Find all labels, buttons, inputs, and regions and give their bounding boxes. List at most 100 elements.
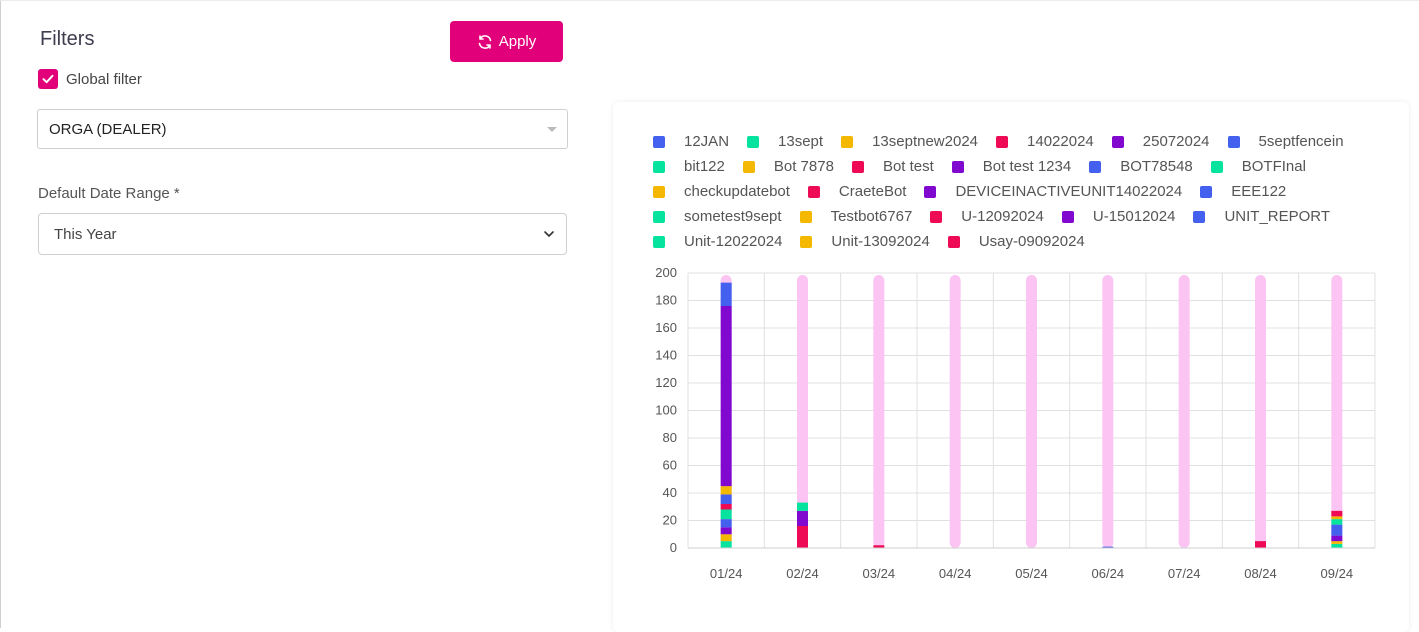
legend-swatch	[1193, 210, 1206, 223]
bar-segment[interactable]	[720, 519, 732, 528]
legend-item[interactable]: 14022024	[996, 131, 1094, 152]
bar-segment[interactable]	[1331, 516, 1343, 520]
global-filter-row[interactable]: Global filter	[38, 69, 142, 89]
legend-item[interactable]: 13septnew2024	[841, 131, 978, 152]
legend-swatch	[841, 135, 854, 148]
legend-swatch	[742, 160, 755, 173]
legend-item[interactable]: bit122	[653, 156, 725, 177]
legend-item[interactable]: Bot test	[851, 156, 934, 177]
date-range-label: Default Date Range *	[38, 185, 180, 202]
legend-label: 12JAN	[684, 133, 730, 150]
bar-segment[interactable]	[720, 494, 732, 504]
legend-item[interactable]: 25072024	[1111, 131, 1210, 152]
bar-background-track	[1331, 275, 1343, 548]
bar-segment[interactable]	[1331, 543, 1343, 548]
bar-segment[interactable]	[797, 510, 808, 526]
legend-label: EEE122	[1231, 183, 1287, 200]
legend-item[interactable]: 5septfencein	[1227, 131, 1344, 152]
bar-segment[interactable]	[720, 541, 732, 548]
y-tick-label: 160	[655, 320, 677, 335]
legend-swatch	[1227, 135, 1240, 148]
bar-segment[interactable]	[720, 527, 732, 535]
legend-swatch	[1200, 185, 1213, 198]
bar-segment[interactable]	[1331, 524, 1343, 536]
left-border	[0, 0, 1, 628]
y-tick-label: 0	[670, 540, 677, 555]
date-range-select[interactable]: This Year	[38, 213, 567, 255]
legend-item[interactable]: Usay-09092024	[947, 231, 1085, 252]
bar-segment[interactable]	[797, 526, 808, 548]
bar-segment[interactable]	[1102, 546, 1114, 548]
legend-swatch	[807, 185, 820, 198]
legend-item[interactable]: 12JAN	[653, 131, 729, 152]
bar-segment[interactable]	[1331, 519, 1343, 525]
apply-button[interactable]: Apply	[450, 21, 563, 62]
legend-label: 14022024	[1027, 133, 1094, 150]
legend-item[interactable]: Bot 7878	[742, 156, 834, 177]
chart-card: 12JAN 13sept 13septnew2024 14022024 25072024…	[613, 102, 1409, 632]
legend-swatch	[653, 235, 665, 248]
legend-label: Unit-13092024	[831, 233, 930, 250]
organization-select[interactable]: ORGA (DEALER)	[37, 109, 568, 149]
legend-label: Usay-09092024	[978, 233, 1085, 250]
legend-item[interactable]: sometest9sept	[653, 206, 782, 227]
y-tick-label: 100	[655, 403, 677, 418]
bar-background-track	[1102, 275, 1114, 548]
bar-segment[interactable]	[720, 486, 732, 495]
legend-item[interactable]: BOT78548	[1089, 156, 1193, 177]
filters-title: Filters	[40, 28, 95, 50]
legend-item[interactable]: U-12092024	[930, 206, 1044, 227]
x-tick-label: 06/24	[1092, 566, 1125, 581]
legend-item[interactable]: DEVICEINACTIVEUNIT14022024	[924, 181, 1182, 202]
legend-label: Bot test 1234	[982, 158, 1072, 175]
legend-label: UNIT_REPORT	[1224, 208, 1331, 225]
date-range-select-value: This Year	[54, 226, 117, 243]
bar-background-track	[873, 275, 885, 548]
legend-swatch	[930, 210, 943, 223]
bar-segment[interactable]	[1331, 535, 1343, 542]
legend-item[interactable]: checkupdatebot	[653, 181, 790, 202]
legend-item[interactable]: U-15012024	[1061, 206, 1175, 227]
y-tick-label: 20	[663, 513, 677, 528]
legend-item[interactable]: Unit-12022024	[653, 231, 782, 252]
bar-segment[interactable]	[720, 509, 732, 520]
bar-segment[interactable]	[720, 282, 732, 306]
legend-label: CraeteBot	[838, 183, 907, 200]
chevron-down-icon[interactable]	[542, 227, 556, 246]
legend-label: Unit-12022024	[684, 233, 783, 250]
legend-label: U-12092024	[961, 208, 1044, 225]
y-tick-label: 80	[663, 430, 677, 445]
y-tick-label: 40	[663, 485, 677, 500]
bar-background-track	[1026, 275, 1037, 548]
legend-item[interactable]: EEE122	[1200, 181, 1286, 202]
bar-segment[interactable]	[797, 502, 808, 511]
x-tick-label: 03/24	[863, 566, 896, 581]
legend-item[interactable]: UNIT_REPORT	[1193, 206, 1330, 227]
stacked-bar-chart: 0 20 40 60 80 100 120 140 160 180 200 01/24 02/24 03/…	[655, 265, 1376, 581]
legend-swatch	[924, 185, 937, 198]
bar-segment[interactable]	[720, 306, 732, 487]
x-tick-label: 08/24	[1244, 566, 1277, 581]
legend-swatch	[951, 160, 964, 173]
legend-item[interactable]: Unit-13092024	[800, 231, 930, 252]
bar-segment[interactable]	[873, 545, 885, 548]
bar-background-track	[1178, 275, 1190, 548]
y-tick-label: 180	[655, 293, 677, 308]
legend-item[interactable]: CraeteBot	[807, 181, 907, 202]
bar-segment[interactable]	[1255, 541, 1266, 548]
legend-item[interactable]: Testbot6767	[799, 206, 912, 227]
legend-item[interactable]: 13sept	[747, 131, 823, 152]
legend-item[interactable]: Bot test 1234	[951, 156, 1072, 177]
legend-item[interactable]: BOTFInal	[1210, 156, 1306, 177]
bar-segment[interactable]	[1331, 541, 1343, 544]
bar-segment[interactable]	[1331, 510, 1343, 517]
bar-segment[interactable]	[720, 534, 732, 542]
legend-swatch	[653, 185, 665, 198]
bar-segment[interactable]	[720, 504, 732, 510]
x-tick-label: 01/24	[710, 566, 743, 581]
legend-swatch	[1061, 210, 1074, 223]
global-filter-checkbox[interactable]	[38, 69, 58, 89]
caret-down-icon[interactable]	[547, 127, 557, 132]
legend-label: DEVICEINACTIVEUNIT14022024	[955, 183, 1183, 200]
legend-swatch	[1089, 160, 1102, 173]
